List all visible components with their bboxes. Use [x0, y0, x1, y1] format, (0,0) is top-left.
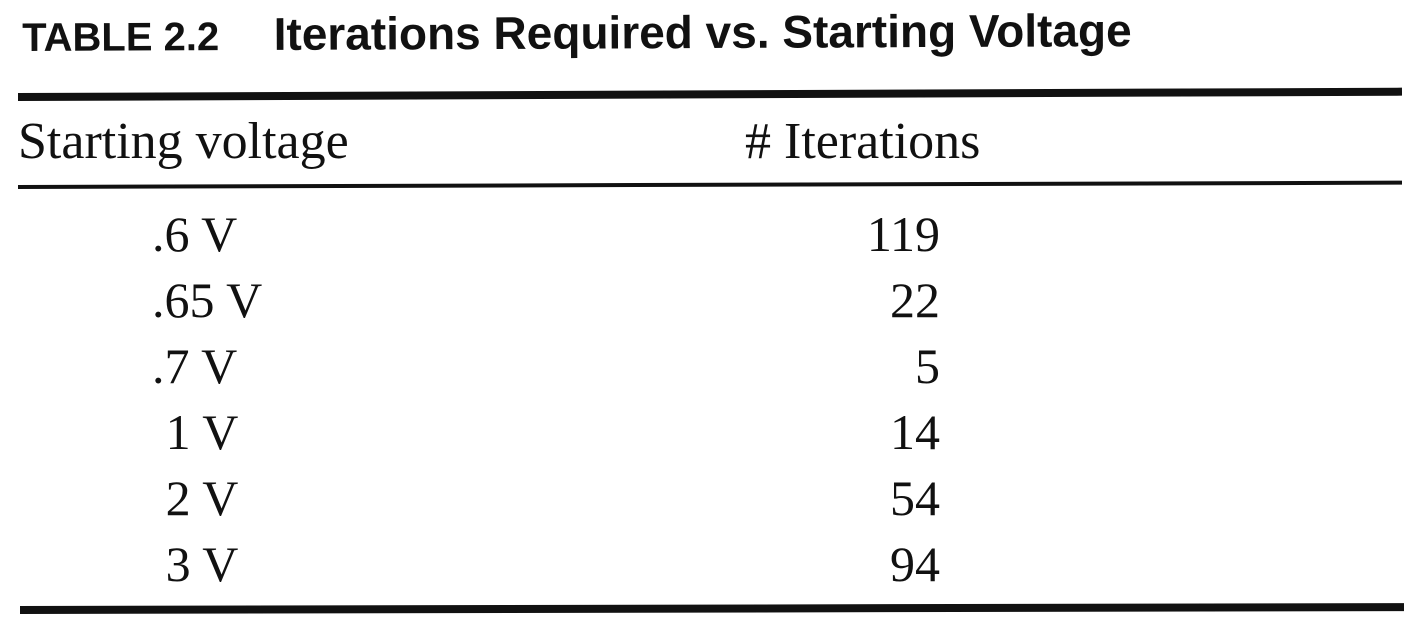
table-row: 2 V 54	[0, 467, 1415, 533]
starting-voltage-cell: .7 V	[152, 338, 238, 394]
starting-voltage-cell: 2 V	[165, 470, 239, 526]
table-number: TABLE 2.2	[22, 15, 220, 60]
iterations-cell: 119	[866, 206, 940, 262]
table-body: .6 V 119 .65 V 22 .7 V 5 1 V 14 2 V 54 3…	[0, 203, 1415, 599]
starting-voltage-cell: .65 V	[152, 272, 263, 328]
table-row: 3 V 94	[0, 533, 1415, 599]
iterations-cell: 54	[890, 470, 940, 526]
header-rule	[17, 180, 1402, 189]
iterations-cell: 14	[890, 404, 940, 460]
table-row: 1 V 14	[0, 401, 1415, 467]
iterations-cell: 94	[890, 536, 940, 592]
table-title: Iterations Required vs. Starting Voltage	[273, 4, 1132, 60]
starting-voltage-cell: .6 V	[152, 206, 238, 262]
column-header-iterations: # Iterations	[745, 113, 981, 170]
column-header-starting-voltage: Starting voltage	[18, 113, 349, 170]
iterations-cell: 22	[890, 272, 940, 328]
starting-voltage-cell: 1 V	[165, 404, 239, 460]
table-caption: TABLE 2.2 Iterations Required vs. Starti…	[22, 3, 1132, 62]
top-rule	[17, 87, 1403, 101]
bottom-rule	[19, 603, 1405, 614]
table-row: .6 V 119	[0, 203, 1415, 269]
iterations-cell: 5	[915, 338, 940, 394]
table-row: .65 V 22	[0, 269, 1415, 335]
table-row: .7 V 5	[0, 335, 1415, 401]
starting-voltage-cell: 3 V	[165, 536, 239, 592]
